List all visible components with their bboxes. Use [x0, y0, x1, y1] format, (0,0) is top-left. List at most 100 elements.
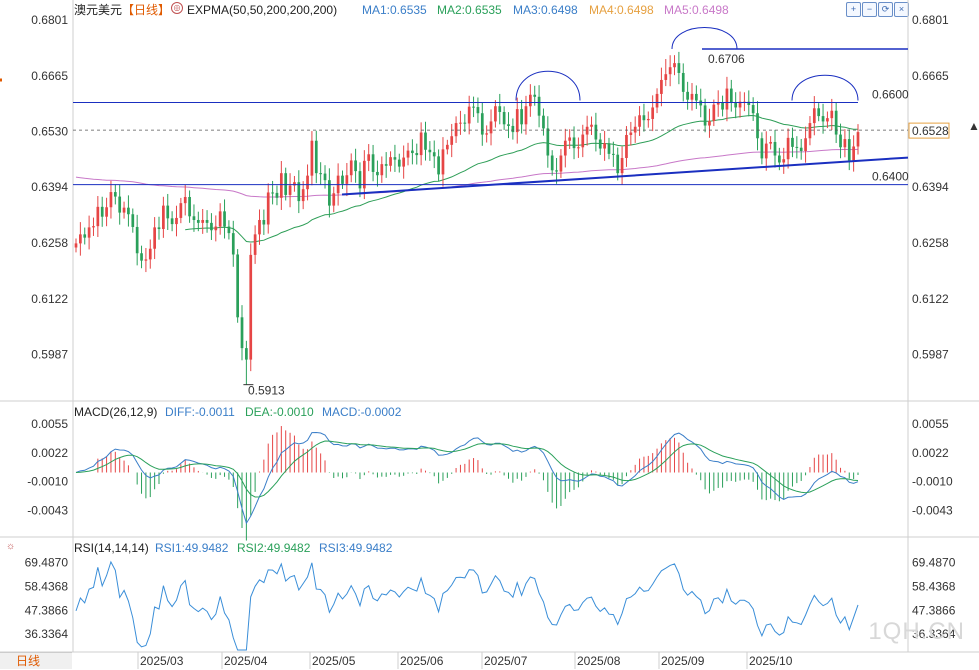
candle-body: [214, 226, 218, 231]
candle-body: [354, 160, 357, 172]
candle-body: [620, 157, 624, 174]
candle-body: [376, 171, 379, 176]
candle-body: [79, 234, 82, 244]
candle-body: [594, 124, 598, 140]
candle-body: [140, 253, 143, 261]
candle-body: [607, 143, 611, 154]
rsi-line: [75, 560, 859, 651]
candle-body: [708, 121, 711, 126]
candle-body: [397, 159, 401, 167]
candle-body: [611, 153, 615, 155]
ma4-value: MA4:0.6498: [589, 3, 654, 17]
candle-body: [218, 211, 222, 227]
price-axis-right: 0.68010.66650.65300.63940.62580.61220.59…: [912, 13, 949, 361]
candle-body: [791, 137, 794, 147]
macd-title: MACD(26,12,9): [74, 405, 158, 419]
macd-tick-right: 0.0022: [912, 446, 949, 460]
candle-body: [585, 126, 589, 135]
ma2-value: MA2:0.6535: [437, 3, 502, 17]
candle-body: [83, 234, 87, 238]
shoulder-arc: [791, 74, 859, 101]
refresh-icon[interactable]: ⟳: [878, 2, 893, 17]
price-tick-right: 0.6665: [912, 69, 949, 83]
candle-body: [782, 159, 786, 163]
price-tick-left: 0.6665: [31, 69, 68, 83]
candle-body: [463, 122, 467, 124]
rsi-tick-left: 47.3866: [25, 603, 69, 617]
candle-body: [515, 109, 519, 133]
candle-body: [804, 138, 807, 151]
candle-body: [472, 106, 475, 108]
zoom-out-icon[interactable]: −: [862, 2, 877, 17]
candle-body: [297, 182, 301, 202]
candle-body: [773, 141, 777, 156]
price-tick-left: 0.6801: [31, 13, 68, 27]
candle-body: [664, 74, 668, 80]
candle-body: [148, 248, 152, 260]
candle-body: [135, 226, 139, 254]
macd-tick-left: -0.0010: [27, 474, 68, 488]
candle-body: [415, 153, 419, 156]
candle-body: [638, 115, 641, 127]
candle-body: [113, 192, 117, 197]
candle-body: [747, 101, 751, 106]
macd-dea-line: [75, 440, 859, 498]
date-label: 2025/07: [484, 654, 528, 668]
candle-body: [266, 192, 270, 225]
candle-body: [507, 124, 510, 126]
candle-body: [293, 182, 296, 186]
candle-body: [288, 185, 292, 195]
candle-body: [314, 140, 318, 174]
candle-body: [345, 175, 349, 184]
candle-body: [795, 146, 799, 148]
candle-body: [402, 157, 406, 167]
candle-body: [231, 233, 235, 255]
expma-indicator: EXPMA(50,50,200,200,200): [187, 3, 338, 17]
price-tick-right: 0.6258: [912, 236, 949, 250]
rsi-tick-left: 36.3364: [25, 627, 69, 641]
period-label[interactable]: 【日线】: [122, 3, 171, 17]
candle-body: [227, 226, 231, 234]
watermark: 1QH.CN: [868, 618, 965, 645]
candle-body: [236, 254, 239, 318]
rsi-tick-right: 58.4368: [912, 579, 956, 593]
candle-body: [328, 180, 331, 206]
candle-body: [380, 164, 384, 176]
candle-body: [808, 123, 812, 139]
candle-body: [498, 106, 502, 112]
settings-circle-icon[interactable]: ◎: [171, 2, 183, 14]
candle-body: [778, 155, 781, 163]
candle-body: [839, 134, 842, 148]
candle-body: [799, 147, 803, 151]
candle-body: [301, 189, 305, 202]
candle-body: [223, 211, 226, 227]
candle-body: [559, 155, 563, 172]
sun-icon[interactable]: ☼: [6, 541, 16, 552]
candle-body: [690, 93, 694, 100]
candlesticks: [74, 51, 860, 385]
period-badge[interactable]: 日线: [0, 652, 72, 669]
candle-body: [271, 192, 274, 194]
candle-body: [411, 150, 414, 154]
candle-body: [546, 128, 550, 156]
candle-body: [188, 196, 191, 217]
candle-body: [467, 106, 471, 124]
zoom-in-icon[interactable]: +: [846, 2, 861, 17]
candle-body: [476, 107, 480, 114]
price-tick-left: 0.5987: [31, 347, 68, 361]
rsi1-value: RSI1:49.9482: [155, 541, 229, 555]
candle-body: [826, 118, 829, 122]
candle-body: [74, 243, 78, 248]
candle-body: [716, 102, 720, 105]
price-tick-right: 0.5987: [912, 347, 949, 361]
candle-body: [205, 219, 209, 223]
candle-body: [494, 106, 497, 122]
candle-body: [424, 132, 427, 150]
candle-body: [603, 143, 606, 149]
candle-body: [153, 227, 156, 249]
candle-body: [756, 113, 759, 139]
current-price-box: [908, 122, 950, 139]
candle-body: [441, 149, 445, 175]
candle-body: [655, 93, 659, 108]
